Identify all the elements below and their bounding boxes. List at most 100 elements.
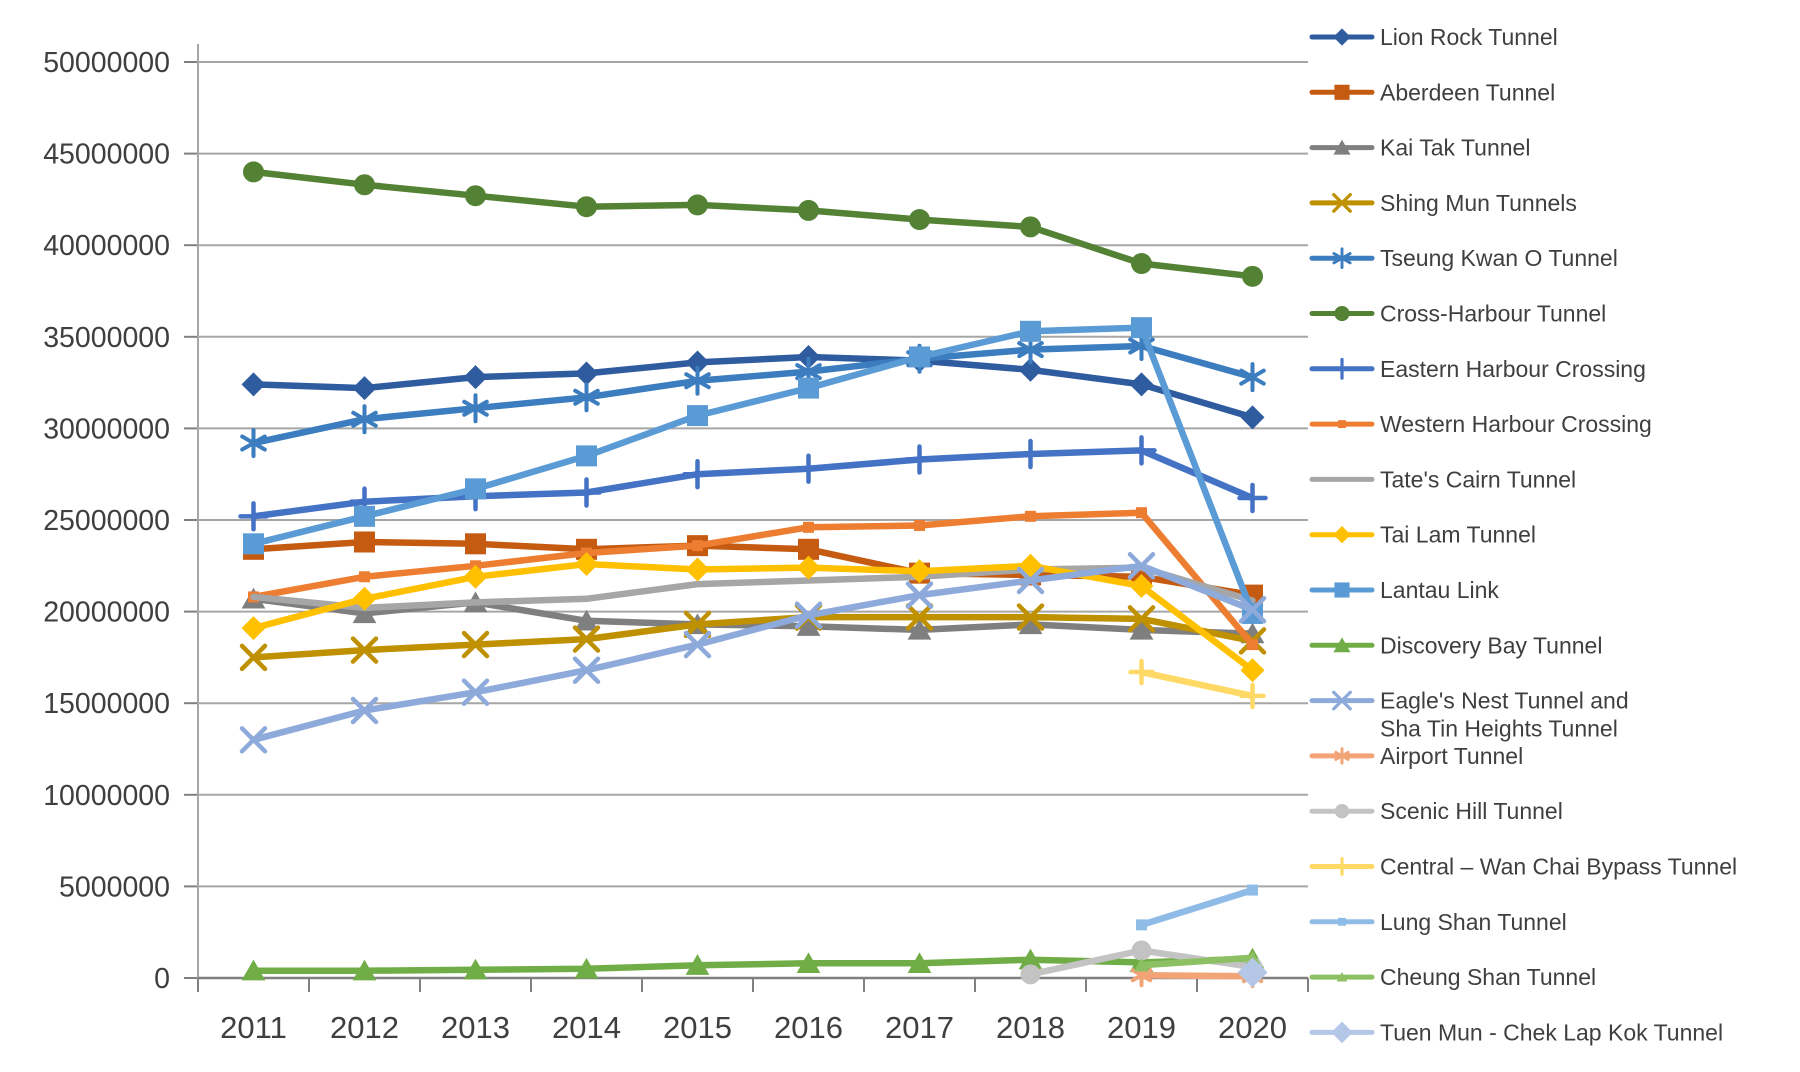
data-point-marker	[463, 365, 488, 390]
data-point-marker	[904, 444, 935, 475]
data-point-marker	[1244, 950, 1261, 965]
data-point-marker	[1018, 613, 1043, 635]
data-point-marker	[574, 957, 599, 979]
legend-item-central-wan-chai-bypass-tunnel: Central – Wan Chai Bypass Tunnel	[1309, 854, 1737, 880]
data-point-marker	[1333, 28, 1351, 46]
data-point-marker	[798, 538, 819, 560]
series-path	[1138, 668, 1256, 700]
data-point-marker	[794, 601, 823, 630]
data-point-marker	[796, 615, 821, 636]
data-point-marker	[350, 696, 379, 725]
x-tick-label: 2019	[1107, 1010, 1176, 1045]
data-point-marker	[796, 555, 821, 580]
series-path	[250, 324, 1256, 617]
y-tick-label: 0	[154, 963, 170, 995]
data-point-marker	[1334, 804, 1350, 819]
data-point-marker	[574, 551, 599, 576]
legend-item-shing-mun-tunnels: Shing Mun Tunnels	[1309, 190, 1577, 216]
data-point-marker	[907, 952, 932, 974]
data-point-marker	[354, 505, 375, 527]
data-point-marker	[1240, 658, 1265, 683]
y-tick-label: 20000000	[43, 597, 170, 629]
data-point-marker	[687, 194, 708, 216]
series-line-tuen-mun-chek-lap-kok-tunnel	[1237, 957, 1268, 988]
legend-label: Western Harbour Crossing	[1380, 411, 1652, 437]
data-point-marker	[1331, 357, 1353, 380]
data-point-marker	[352, 586, 377, 611]
y-tick-label: 5000000	[59, 871, 170, 903]
data-point-marker	[1015, 438, 1046, 470]
data-point-marker	[793, 453, 824, 484]
legend-label: Central – Wan Chai Bypass Tunnel	[1380, 854, 1737, 880]
data-point-marker	[905, 581, 934, 609]
data-point-marker	[354, 531, 375, 553]
data-point-marker	[1016, 566, 1045, 595]
legend-label: Eastern Harbour Crossing	[1380, 356, 1646, 382]
data-point-marker	[909, 346, 930, 368]
series-path	[250, 509, 1256, 648]
data-point-marker	[1334, 582, 1350, 598]
data-point-marker	[1331, 1021, 1353, 1044]
data-point-marker	[682, 458, 713, 490]
data-point-marker	[1020, 320, 1041, 342]
x-tick-label: 2015	[663, 1010, 732, 1045]
legend-label: Shing Mun Tunnels	[1380, 190, 1577, 216]
data-point-marker	[241, 372, 266, 397]
data-point-marker	[239, 643, 268, 672]
data-point-marker	[1126, 435, 1157, 466]
data-point-marker	[1128, 658, 1155, 686]
series-line-tate-s-cairn-tunnel	[250, 564, 1256, 612]
data-point-marker	[1338, 917, 1346, 926]
data-point-marker	[1237, 957, 1268, 988]
y-axis-ticks	[184, 61, 198, 979]
legend-label: Kai Tak Tunnel	[1380, 135, 1530, 161]
data-point-marker	[352, 602, 377, 624]
data-point-marker	[571, 477, 602, 508]
data-point-marker	[1129, 618, 1154, 640]
y-tick-label: 15000000	[43, 688, 170, 720]
data-point-marker	[1020, 964, 1041, 985]
series-line-lion-rock-tunnel	[241, 344, 1265, 430]
data-point-marker	[798, 377, 819, 399]
gridlines	[198, 61, 1308, 888]
legend-label-line2: Sha Tin Heights Tunnel	[1380, 716, 1618, 742]
y-tick-label: 10000000	[43, 780, 170, 812]
x-axis-ticks	[197, 978, 1309, 992]
series-path	[1138, 886, 1256, 929]
data-point-marker	[354, 174, 375, 196]
data-point-marker	[1333, 637, 1351, 653]
legend-label: Discovery Bay Tunnel	[1380, 632, 1602, 658]
data-point-marker	[1016, 603, 1045, 631]
data-point-marker	[1131, 317, 1152, 339]
data-point-marker	[1332, 856, 1352, 877]
legend-label: Tuen Mun - Chek Lap Kok Tunnel	[1380, 1019, 1723, 1045]
data-point-marker	[462, 393, 489, 424]
data-point-marker	[359, 571, 370, 583]
data-point-marker	[241, 616, 266, 641]
y-axis-labels: 0 5000000 10000000 15000000 20000000 25000000…	[43, 47, 170, 995]
data-point-marker	[465, 478, 486, 500]
legend-item-cheung-shan-tunnel: Cheung Shan Tunnel	[1309, 964, 1596, 990]
data-point-marker	[572, 625, 601, 653]
legend-label: Tate's Cairn Tunnel	[1380, 466, 1576, 492]
legend-item-aberdeen-tunnel: Aberdeen Tunnel	[1309, 79, 1555, 105]
legend-label: Aberdeen Tunnel	[1380, 79, 1555, 105]
data-point-marker	[692, 540, 703, 552]
legend-label: Tai Lam Tunnel	[1380, 522, 1536, 548]
y-tick-label: 40000000	[43, 230, 170, 262]
series-line-lantau-link	[243, 317, 1263, 624]
y-tick-label: 35000000	[43, 322, 170, 354]
data-point-marker	[1127, 605, 1156, 633]
legend-label: Scenic Hill Tunnel	[1380, 798, 1563, 824]
legend-item-lantau-link: Lantau Link	[1309, 577, 1499, 603]
legend-item-airport-tunnel: Airport Tunnel	[1309, 743, 1523, 769]
y-tick-label: 30000000	[43, 413, 170, 445]
legend-item-tai-lam-tunnel: Tai Lam Tunnel	[1309, 522, 1536, 548]
data-point-marker	[572, 656, 601, 684]
data-point-marker	[243, 161, 264, 183]
legend-item-scenic-hill-tunnel: Scenic Hill Tunnel	[1309, 798, 1563, 824]
series-path	[250, 168, 1256, 280]
data-point-marker	[1332, 247, 1352, 270]
data-point-marker	[463, 958, 488, 980]
data-point-marker	[465, 185, 486, 207]
